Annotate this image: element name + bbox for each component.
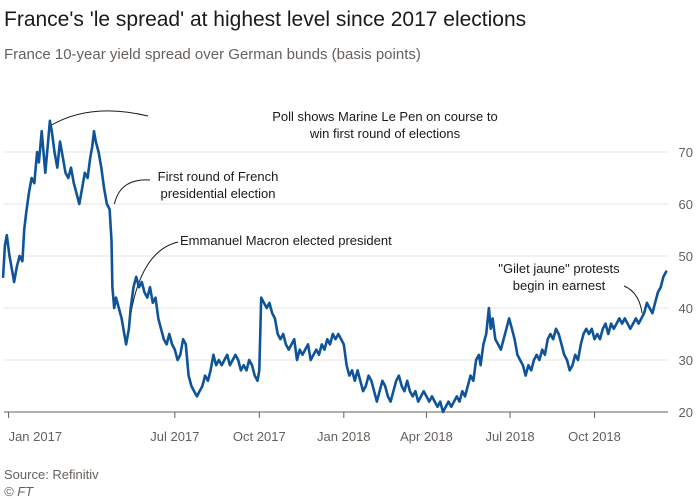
y-tick-label: 20 [679, 405, 693, 420]
x-tick-label: Jul 2017 [150, 429, 199, 444]
y-tick-label: 40 [679, 301, 693, 316]
ft-credit: © FT [4, 484, 34, 499]
y-tick-label: 70 [679, 145, 693, 160]
x-tick-label: Oct 2018 [568, 429, 621, 444]
y-tick-label: 60 [679, 197, 693, 212]
chart-title: France's 'le spread' at highest level si… [4, 8, 527, 31]
annotations: Poll shows Marine Le Pen on course to win… [49, 109, 643, 335]
source-note: Source: Refinitiv [4, 467, 99, 482]
x-tick-label: Jan 2018 [317, 429, 371, 444]
y-tick-label: 50 [679, 249, 693, 264]
x-tick-label: Jul 2018 [485, 429, 534, 444]
y-axis-ticks: 20 30 40 50 60 70 [679, 145, 693, 420]
chart-subtitle: France 10-year yield spread over German … [4, 46, 421, 63]
annotation-text: Emmanuel Macron elected president [180, 233, 392, 248]
annotation-text: First round of French [158, 169, 279, 184]
annotation-connector [623, 285, 643, 314]
annotation-connector [49, 110, 149, 127]
x-tick-label: Jan 2017 [9, 429, 63, 444]
y-tick-label: 30 [679, 353, 693, 368]
annotation-text: begin in earnest [513, 278, 606, 293]
series-line [1, 119, 668, 414]
annotation-text: presidential election [161, 186, 276, 201]
annotation-text: win first round of elections [309, 126, 461, 141]
series-layer [1, 119, 668, 414]
x-tick-label: Apr 2018 [400, 429, 453, 444]
x-tick-label: Oct 2017 [233, 429, 286, 444]
annotation-connector [113, 179, 151, 205]
annotation-text: Poll shows Marine Le Pen on course to [272, 109, 497, 124]
annotation-text: "Gilet jaune" protests [498, 261, 620, 276]
x-axis-ticks: Jan 2017 Jul 2017 Oct 2017 Jan 2018 Apr 2018… [8, 412, 621, 444]
